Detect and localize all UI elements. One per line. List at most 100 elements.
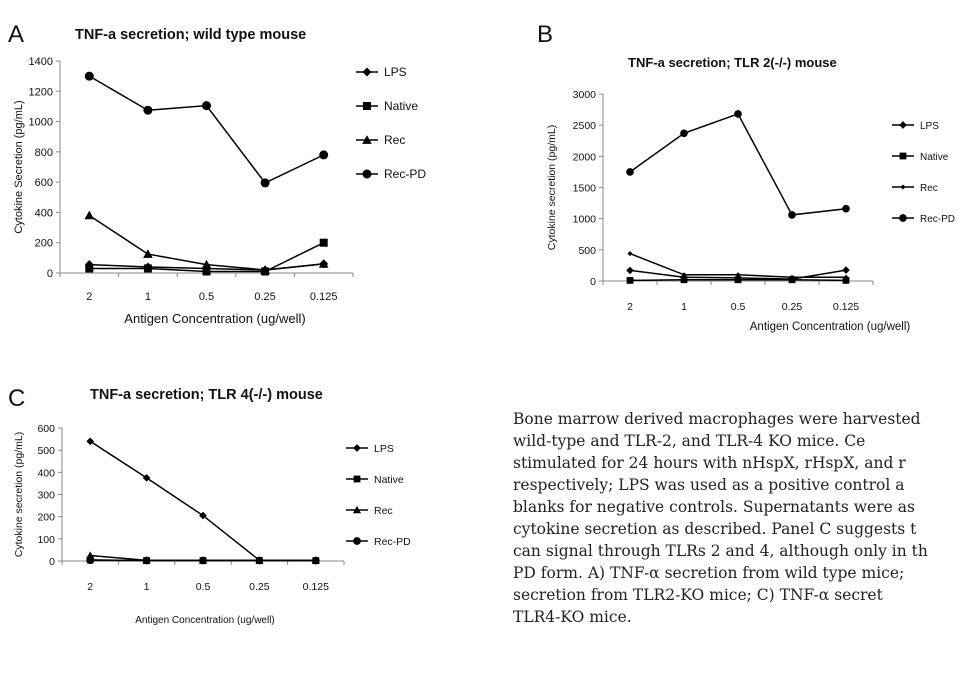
data-point	[86, 556, 95, 565]
y-tick-label: 200	[37, 512, 55, 524]
data-point	[362, 67, 372, 77]
series-line-lps	[89, 440, 316, 562]
data-point	[362, 135, 372, 144]
data-point	[84, 210, 95, 220]
data-point	[202, 101, 211, 111]
data-point	[86, 551, 95, 559]
chart-panel-a: A TNF-a secretion; wild type mouse 0 200 400…	[8, 21, 426, 326]
legend-label: Native	[384, 99, 418, 113]
data-point	[353, 444, 361, 452]
data-point	[85, 264, 94, 273]
panel-letter: A	[8, 21, 24, 48]
data-point	[681, 272, 687, 278]
y-tick-label: 500	[37, 445, 55, 457]
data-point	[362, 169, 372, 179]
panel-letter: B	[537, 21, 553, 48]
data-point	[900, 184, 906, 190]
data-point	[842, 276, 850, 284]
x-tick-label: 0.125	[833, 301, 859, 313]
data-point	[899, 121, 907, 129]
x-tick-label: 0.125	[310, 291, 338, 303]
data-point	[260, 265, 270, 274]
data-point	[199, 556, 207, 565]
y-tick-label: 800	[35, 147, 53, 159]
caption-line: cytokine secretion as described. Panel C…	[513, 520, 917, 538]
data-point	[319, 238, 328, 247]
y-tick-label: 3000	[573, 89, 597, 101]
caption-line: Bone marrow derived macrophages were har…	[513, 410, 921, 428]
y-axis-label: Cytokine secretion (pg/mL)	[546, 125, 558, 250]
y-tick-label: 200	[35, 238, 53, 250]
y-tick-label: 0	[47, 268, 53, 280]
data-point	[260, 178, 270, 188]
x-tick-label: 0.25	[249, 581, 270, 593]
chart-title: TNF-a secretion; TLR 4(-/-) mouse	[90, 387, 323, 403]
y-tick-label: 1500	[573, 183, 597, 195]
data-point	[626, 266, 634, 275]
legend-label: Native	[920, 152, 949, 163]
y-tick-label: 1000	[29, 117, 53, 129]
y-tick-label: 300	[37, 490, 55, 502]
data-point	[842, 266, 850, 274]
legend-label: Rec	[384, 133, 405, 147]
data-point	[143, 264, 152, 273]
data-point	[899, 214, 907, 222]
data-point	[734, 276, 742, 284]
y-tick-label: 400	[35, 207, 53, 219]
y-tick-label: 400	[37, 467, 55, 479]
y-axis-label: Cytokine secretion (pg/mL)	[13, 432, 25, 557]
data-point	[318, 259, 329, 268]
data-point	[842, 204, 850, 213]
x-tick-label: 0.125	[303, 581, 329, 593]
caption-line: secretion from TLR2-KO mice; C) TNF-α se…	[513, 586, 883, 604]
x-tick-label: 2	[627, 301, 633, 313]
data-point	[353, 475, 361, 483]
x-axis-label: Antigen Concentration (ug/well)	[135, 615, 275, 626]
legend-label: LPS	[920, 121, 939, 132]
data-point	[352, 505, 362, 514]
chart-title: TNF-a secretion; TLR 2(-/-) mouse	[628, 55, 837, 70]
y-tick-label: 2500	[573, 120, 597, 132]
data-point	[734, 110, 742, 118]
caption-line: wild-type and TLR-2, and TLR-4 KO mice. …	[513, 432, 866, 450]
y-tick-label: 100	[37, 534, 55, 546]
data-point	[843, 274, 849, 280]
legend-label: Rec-PD	[384, 167, 426, 181]
y-tick-label: 500	[578, 245, 596, 257]
x-tick-label: 1	[681, 301, 687, 313]
data-point	[199, 511, 207, 520]
data-point	[735, 272, 741, 278]
y-tick-label: 1400	[29, 56, 53, 68]
chart-panel-c: C TNF-a secretion; TLR 4(-/-) mouse010020…	[8, 385, 411, 626]
data-point	[84, 71, 94, 81]
figure-caption: Bone marrow derived macrophages were har…	[513, 408, 973, 628]
x-tick-label: 0.25	[254, 291, 275, 303]
legend-label: Rec	[374, 505, 393, 517]
data-point	[143, 249, 153, 258]
legend-label: Rec-PD	[920, 214, 955, 225]
y-tick-label: 600	[35, 177, 53, 189]
caption-line: can signal through TLRs 2 and 4, althoug…	[513, 542, 928, 560]
legend-label: LPS	[374, 443, 394, 455]
x-axis-label: Antigen Concentration (ug/well)	[124, 311, 305, 326]
y-tick-label: 0	[590, 276, 596, 288]
x-tick-label: 1	[144, 581, 150, 593]
caption-line: PD form. A) TNF-α secretion from wild ty…	[513, 564, 905, 582]
y-tick-label: 600	[37, 423, 55, 435]
data-point	[319, 150, 329, 160]
y-tick-label: 0	[49, 556, 55, 568]
data-point	[363, 102, 371, 110]
caption-line: respectively; LPS was used as a positive…	[513, 476, 905, 494]
y-tick-label: 1000	[573, 214, 597, 226]
x-tick-label: 0.5	[731, 301, 746, 313]
data-point	[202, 267, 211, 276]
data-point	[627, 251, 633, 257]
chart-title: TNF-a secretion; wild type mouse	[75, 27, 306, 43]
x-tick-label: 0.5	[199, 291, 214, 303]
series-line-rec-pd	[629, 113, 847, 216]
data-point	[143, 105, 153, 115]
x-axis-label: Antigen Concentration (ug/well)	[750, 321, 911, 333]
x-tick-label: 0.25	[782, 301, 803, 313]
